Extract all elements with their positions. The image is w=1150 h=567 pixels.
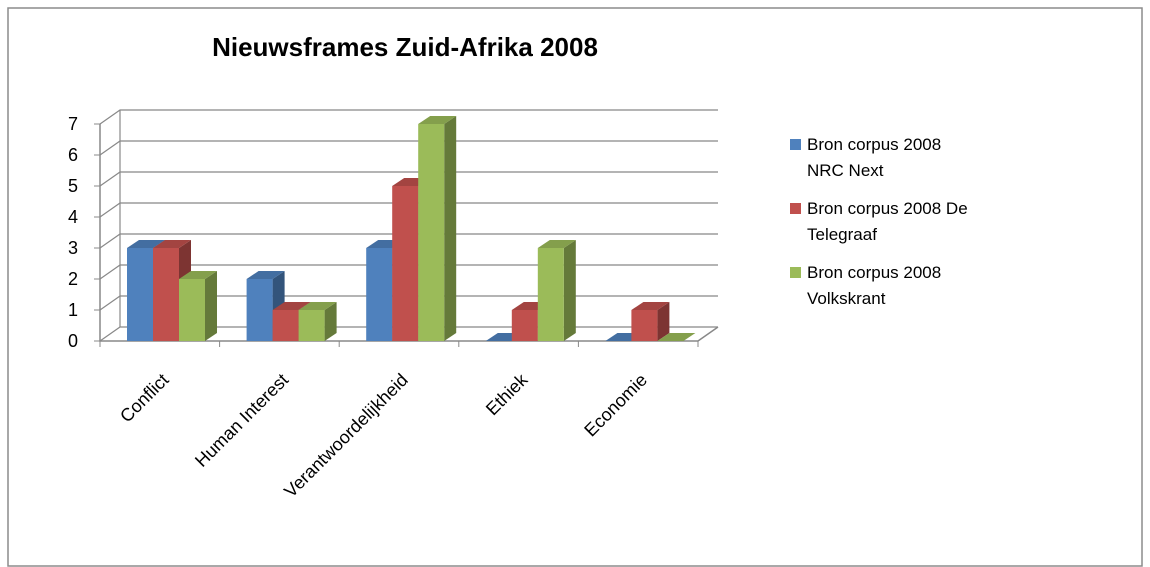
x-tick-label: Conflict <box>116 370 173 427</box>
legend: Bron corpus 2008 NRC Next Bron corpus 200… <box>790 132 977 324</box>
bar-side <box>444 116 457 341</box>
y-tick-label: 7 <box>68 114 78 134</box>
legend-item: Bron corpus 2008 NRC Next <box>790 132 977 184</box>
bar-top <box>127 240 165 248</box>
bar-top <box>272 302 311 310</box>
bar-top <box>657 333 696 341</box>
bar <box>537 248 564 341</box>
x-tick-label: Human Interest <box>191 370 292 471</box>
x-tick-label: Verantwoordelijkheid <box>280 370 412 502</box>
y-tick-label: 6 <box>68 145 78 165</box>
bar-top <box>631 302 670 310</box>
legend-swatch <box>790 139 801 150</box>
bar-top <box>179 271 217 279</box>
legend-label: Bron corpus 2008 NRC Next <box>807 135 942 180</box>
y-tick-label: 3 <box>68 238 78 258</box>
grid-line <box>99 264 718 280</box>
y-tick-label: 1 <box>68 300 78 320</box>
bar-top <box>418 116 457 124</box>
chart-title: Nieuwsframes Zuid-Afrika 2008 <box>212 32 598 62</box>
bar <box>127 248 153 341</box>
bar-top <box>298 302 337 310</box>
bar <box>366 248 393 341</box>
bar <box>631 310 658 341</box>
grid-line <box>99 140 718 156</box>
y-tick-label: 4 <box>68 207 78 227</box>
bar-side <box>324 302 337 341</box>
bar-top <box>537 240 576 248</box>
bar <box>246 279 273 341</box>
bar <box>418 124 445 341</box>
grid-line <box>99 109 718 125</box>
grid-line <box>99 295 718 311</box>
grid-line <box>99 233 718 249</box>
legend-label: Bron corpus 2008 Volkskrant <box>807 263 942 308</box>
bar <box>298 310 325 341</box>
y-tick-label: 5 <box>68 176 78 196</box>
y-tick-label: 0 <box>68 331 78 351</box>
bar <box>392 186 419 341</box>
legend-item: Bron corpus 2008 Volkskrant <box>790 260 977 312</box>
bar-side <box>563 240 576 341</box>
grid-line <box>99 171 718 187</box>
bar-side <box>205 271 217 341</box>
legend-item: Bron corpus 2008 De Telegraaf <box>790 196 977 248</box>
bar <box>272 310 299 341</box>
frame <box>7 7 1143 567</box>
bar-top <box>246 271 285 279</box>
bar <box>179 279 205 341</box>
legend-swatch <box>790 267 801 278</box>
bar-top <box>153 240 191 248</box>
bar <box>511 310 538 341</box>
legend-swatch <box>790 203 801 214</box>
legend-label: Bron corpus 2008 De Telegraaf <box>807 199 968 244</box>
y-tick-label: 2 <box>68 269 78 289</box>
x-tick-label: Economie <box>580 370 651 441</box>
bar-side <box>657 302 670 341</box>
x-tick-label: Ethiek <box>482 369 532 419</box>
bar <box>153 248 179 341</box>
grid-line <box>99 202 718 218</box>
